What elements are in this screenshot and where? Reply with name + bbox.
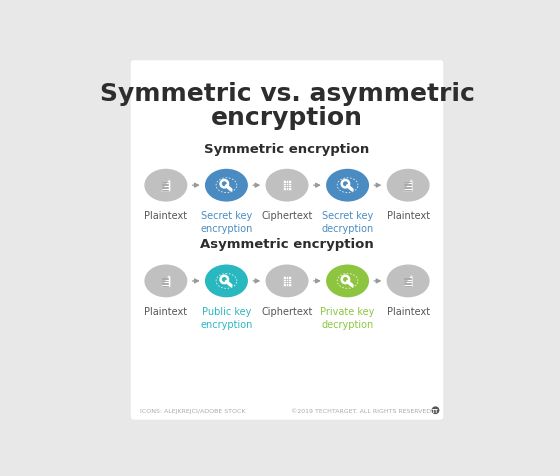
Text: Public key
encryption: Public key encryption — [200, 306, 253, 329]
Text: Symmetric encryption: Symmetric encryption — [204, 142, 370, 155]
Polygon shape — [161, 180, 171, 192]
Text: ©2019 TECHTARGET. ALL RIGHTS RESERVED.: ©2019 TECHTARGET. ALL RIGHTS RESERVED. — [291, 408, 433, 414]
Ellipse shape — [144, 169, 188, 202]
Circle shape — [432, 407, 440, 414]
FancyBboxPatch shape — [130, 61, 444, 420]
Ellipse shape — [386, 265, 430, 298]
Ellipse shape — [265, 265, 309, 298]
Polygon shape — [169, 275, 171, 277]
Ellipse shape — [326, 265, 369, 298]
Polygon shape — [412, 180, 413, 181]
Polygon shape — [403, 180, 413, 192]
Text: Plaintext: Plaintext — [386, 306, 430, 316]
Ellipse shape — [326, 169, 369, 202]
Text: Secret key
encryption: Secret key encryption — [200, 211, 253, 234]
Text: encryption: encryption — [211, 106, 363, 129]
Text: Asymmetric encryption: Asymmetric encryption — [200, 238, 374, 251]
Text: Plaintext: Plaintext — [144, 306, 188, 316]
Polygon shape — [161, 275, 171, 288]
Text: ICONS: ALEJKREJCI/ADOBE STOCK: ICONS: ALEJKREJCI/ADOBE STOCK — [141, 408, 246, 414]
Polygon shape — [169, 180, 171, 181]
FancyBboxPatch shape — [283, 276, 291, 287]
Text: Ciphertext: Ciphertext — [262, 306, 312, 316]
Ellipse shape — [144, 265, 188, 298]
Ellipse shape — [205, 265, 248, 298]
Ellipse shape — [205, 169, 248, 202]
Text: Plaintext: Plaintext — [386, 211, 430, 221]
FancyBboxPatch shape — [283, 181, 291, 191]
Text: Ciphertext: Ciphertext — [262, 211, 312, 221]
Text: Symmetric vs. asymmetric: Symmetric vs. asymmetric — [100, 82, 474, 106]
Ellipse shape — [265, 169, 309, 202]
Polygon shape — [412, 275, 413, 277]
Text: Secret key
decryption: Secret key decryption — [321, 211, 374, 234]
Text: Private key
decryption: Private key decryption — [320, 306, 375, 329]
Text: TT: TT — [432, 408, 439, 413]
Polygon shape — [403, 275, 413, 288]
Ellipse shape — [386, 169, 430, 202]
Text: Plaintext: Plaintext — [144, 211, 188, 221]
